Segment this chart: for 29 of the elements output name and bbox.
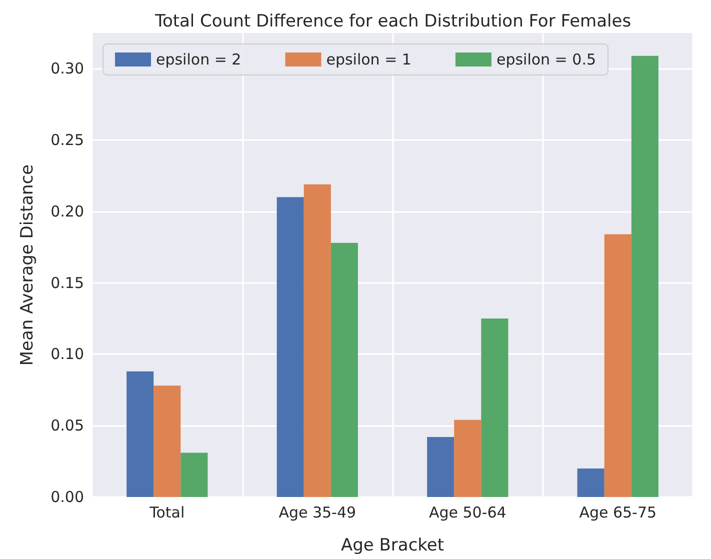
y-tick-label: 0.05 [50, 416, 84, 435]
y-tick-label: 0.00 [50, 488, 84, 506]
y-tick-label: 0.10 [50, 345, 84, 364]
bar [126, 371, 154, 497]
bar [276, 197, 304, 497]
legend-label: epsilon = 1 [326, 50, 412, 68]
bar [481, 318, 508, 497]
bar [330, 242, 358, 497]
y-tick-label: 0.20 [50, 202, 84, 220]
x-tick-label: Age 35-49 [278, 504, 356, 522]
x-tick-label: Age 50-64 [428, 504, 506, 522]
bar [427, 437, 454, 497]
y-tick-label: 0.25 [50, 131, 84, 150]
bar [604, 234, 632, 497]
legend-label: epsilon = 2 [156, 50, 242, 68]
x-tick-label: Total [148, 504, 185, 522]
bar [304, 184, 331, 497]
y-tick-label: 0.30 [50, 60, 84, 78]
x-tick-label: Age 65-75 [579, 504, 657, 522]
bar [180, 452, 208, 497]
bar [631, 56, 658, 497]
bar [154, 386, 181, 497]
x-axis-title: Age Bracket [340, 536, 444, 556]
y-axis-title: Mean Average Distance [18, 164, 38, 366]
legend-label: epsilon = 0.5 [496, 50, 596, 68]
y-tick-label: 0.15 [50, 274, 84, 292]
bar [577, 468, 604, 497]
bar [454, 420, 482, 497]
chart-title: Total Count Difference for each Distribution For Females [154, 12, 632, 32]
